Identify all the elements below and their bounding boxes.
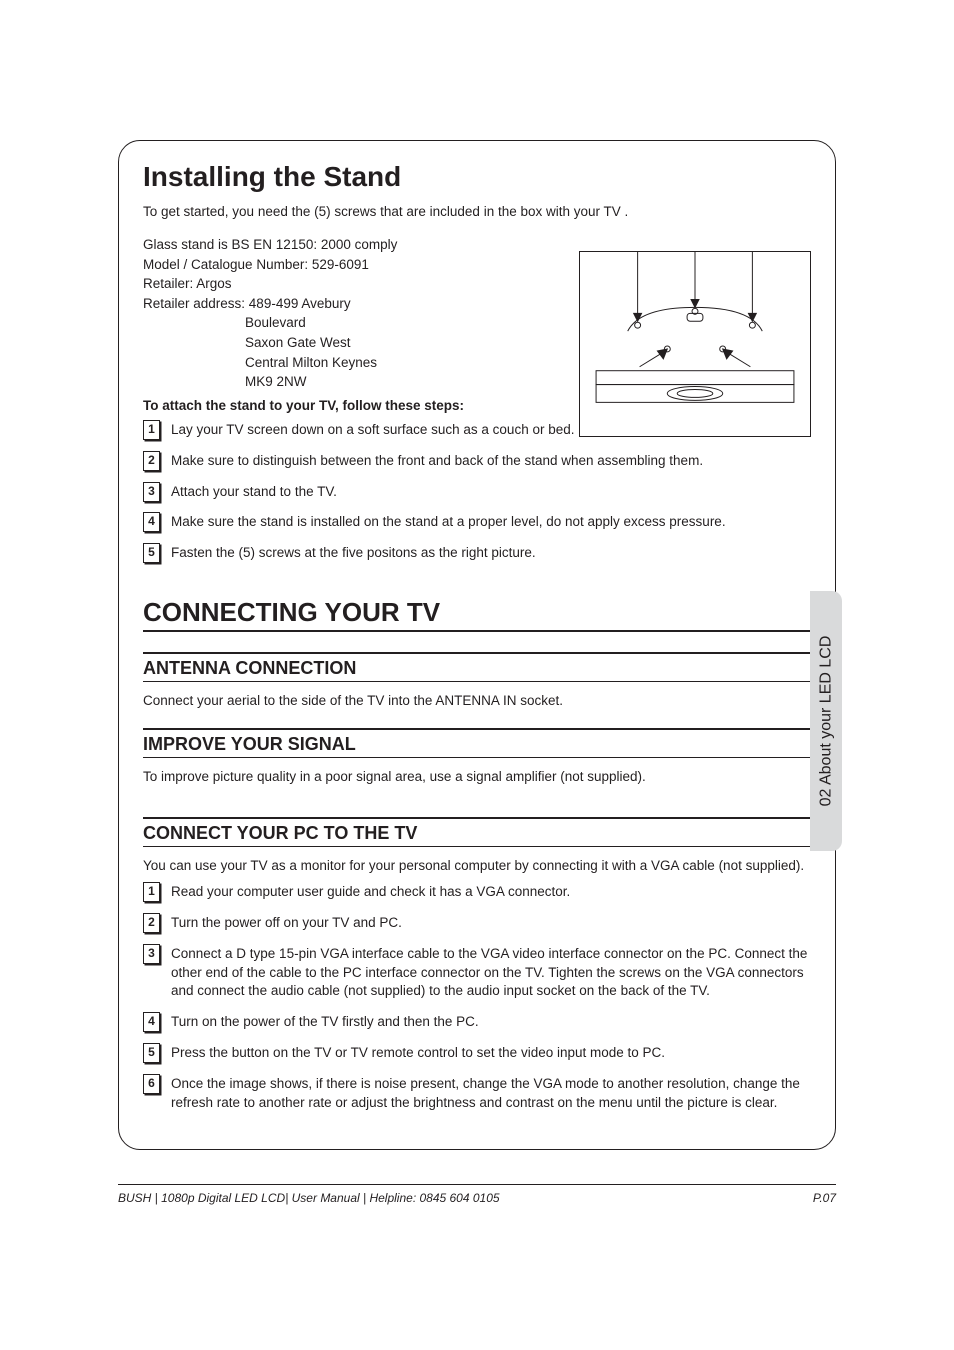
side-tab: 02 About your LED LCD: [810, 591, 842, 851]
list-item: Press the button on the TV or TV remote …: [143, 1044, 811, 1063]
install-intro: To get started, you need the (5) screws …: [143, 203, 811, 221]
content-box: 02 About your LED LCD Installing the Sta…: [118, 140, 836, 1150]
subhead-signal: IMPROVE YOUR SIGNAL: [143, 728, 811, 758]
list-item: Make sure to distinguish between the fro…: [143, 452, 811, 471]
list-item: Lay your TV screen down on a soft surfac…: [143, 421, 811, 440]
pc-steps: Read your computer user guide and check …: [143, 883, 811, 1113]
list-item: Attach your stand to the TV.: [143, 483, 811, 502]
list-item: Once the image shows, if there is noise …: [143, 1075, 811, 1113]
footer-left: BUSH | 1080p Digital LED LCD| User Manua…: [118, 1191, 500, 1205]
heading-connect: CONNECTING YOUR TV: [143, 597, 811, 632]
heading-install: Installing the Stand: [143, 161, 811, 193]
page: 02 About your LED LCD Installing the Sta…: [118, 140, 836, 1205]
install-steps: Lay your TV screen down on a soft surfac…: [143, 421, 811, 563]
footer-right: P.07: [813, 1191, 836, 1205]
stand-diagram: [579, 251, 811, 437]
list-item: Fasten the (5) screws at the five posito…: [143, 544, 811, 563]
footer-rule: [118, 1184, 836, 1185]
side-tab-label: 02 About your LED LCD: [817, 636, 835, 807]
antenna-body: Connect your aerial to the side of the T…: [143, 692, 811, 710]
list-item: Make sure the stand is installed on the …: [143, 513, 811, 532]
pc-intro: You can use your TV as a monitor for you…: [143, 857, 811, 875]
subhead-antenna: ANTENNA CONNECTION: [143, 652, 811, 682]
signal-body: To improve picture quality in a poor sig…: [143, 768, 811, 786]
footer: BUSH | 1080p Digital LED LCD| User Manua…: [118, 1191, 836, 1205]
list-item: Turn on the power of the TV firstly and …: [143, 1013, 811, 1032]
list-item: Turn the power off on your TV and PC.: [143, 914, 811, 933]
list-item: Connect a D type 15-pin VGA interface ca…: [143, 945, 811, 1002]
list-item: Read your computer user guide and check …: [143, 883, 811, 902]
subhead-pc: CONNECT YOUR PC TO THE TV: [143, 817, 811, 847]
